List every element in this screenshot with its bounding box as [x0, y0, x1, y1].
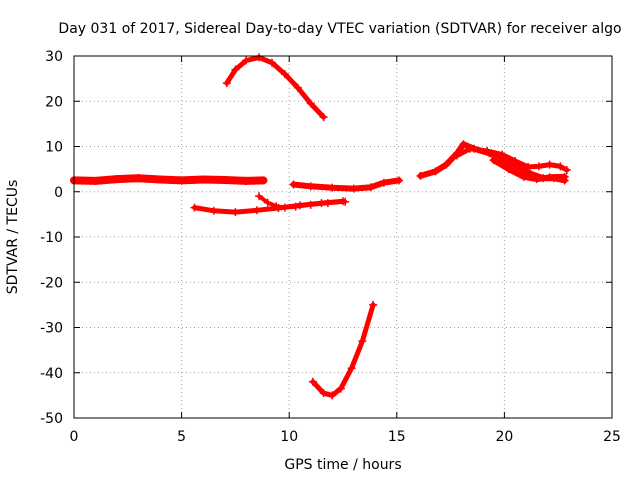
data-point	[319, 113, 328, 122]
data-point	[255, 192, 264, 201]
data-point	[323, 199, 332, 208]
data-point	[156, 175, 165, 184]
y-tick-label: 0	[54, 185, 63, 201]
data-point	[504, 165, 513, 174]
data-point	[459, 140, 468, 149]
data-point	[453, 151, 462, 160]
x-tick-label: 15	[388, 429, 406, 445]
x-tick-label: 20	[495, 429, 513, 445]
data-point	[190, 203, 199, 212]
data-point	[199, 175, 208, 184]
data-point	[465, 144, 474, 153]
y-axis-label: SDTVAR / TECUs	[5, 180, 21, 295]
series-arc-4	[257, 194, 348, 210]
data-point	[293, 83, 302, 92]
y-tick-label: -50	[40, 411, 63, 427]
data-point	[336, 384, 345, 393]
data-point	[259, 176, 268, 185]
data-point	[369, 300, 378, 309]
data-point	[556, 162, 565, 171]
data-point	[134, 174, 143, 183]
data-point	[366, 183, 375, 192]
data-point	[532, 175, 541, 184]
data-point	[379, 178, 388, 187]
data-point	[263, 198, 272, 207]
data-point	[394, 176, 403, 185]
x-tick-label: 0	[70, 429, 79, 445]
data-point	[498, 150, 507, 159]
data-point	[416, 171, 425, 180]
y-tick-label: -20	[40, 275, 63, 291]
data-point	[349, 184, 358, 193]
series-arc-1	[70, 174, 268, 185]
y-tick-label: 10	[45, 140, 63, 156]
chart-title: Day 031 of 2017, Sidereal Day-to-day VTE…	[58, 21, 621, 37]
series-arc-8	[454, 146, 570, 173]
y-tick-label: -10	[40, 230, 63, 246]
data-point	[280, 203, 289, 212]
data-point	[242, 176, 251, 185]
data-point	[255, 53, 264, 62]
data-point	[308, 377, 317, 386]
data-point	[562, 166, 571, 175]
data-point	[222, 79, 231, 88]
x-tick-label: 5	[177, 429, 186, 445]
data-point	[220, 175, 229, 184]
data-point	[560, 172, 569, 181]
data-point	[280, 70, 289, 79]
data-point	[306, 99, 315, 108]
data-point	[483, 147, 492, 156]
x-axis-label: GPS time / hours	[284, 457, 401, 473]
series-arc-6	[310, 302, 376, 398]
data-point	[358, 337, 367, 346]
y-tick-label: -30	[40, 321, 63, 337]
data-point	[272, 202, 281, 211]
y-tick-label: -40	[40, 366, 63, 382]
data-point	[177, 176, 186, 185]
data-point	[489, 156, 498, 165]
data-point	[231, 208, 240, 217]
data-point	[289, 180, 298, 189]
data-point	[341, 197, 350, 206]
data-point	[306, 200, 315, 209]
data-point	[442, 160, 451, 169]
series-arc-2	[224, 54, 327, 120]
data-point	[242, 56, 251, 65]
data-point	[252, 206, 261, 215]
data-point	[347, 364, 356, 373]
data-point	[306, 182, 315, 191]
data-point	[267, 58, 276, 67]
data-point	[231, 65, 240, 74]
data-point	[328, 183, 337, 192]
data-point	[291, 202, 300, 211]
data-series-layer	[70, 53, 571, 400]
data-point	[209, 206, 218, 215]
data-point	[519, 172, 528, 181]
data-point	[524, 162, 533, 171]
y-tick-label: 20	[45, 94, 63, 110]
data-point	[431, 167, 440, 176]
axis-ticks: 0 5 10 15 20 25 -50 -40 -30 -20 -10 0 10 20 30	[40, 49, 621, 445]
data-point	[319, 389, 328, 398]
data-point	[545, 160, 554, 169]
x-tick-label: 10	[280, 429, 298, 445]
data-point	[511, 156, 520, 165]
data-point	[534, 162, 543, 171]
data-point	[113, 175, 122, 184]
data-point	[91, 176, 100, 185]
grid	[74, 56, 612, 418]
data-point	[328, 391, 337, 400]
data-point	[545, 173, 554, 182]
x-tick-label: 25	[603, 429, 621, 445]
y-tick-label: 30	[45, 49, 63, 65]
